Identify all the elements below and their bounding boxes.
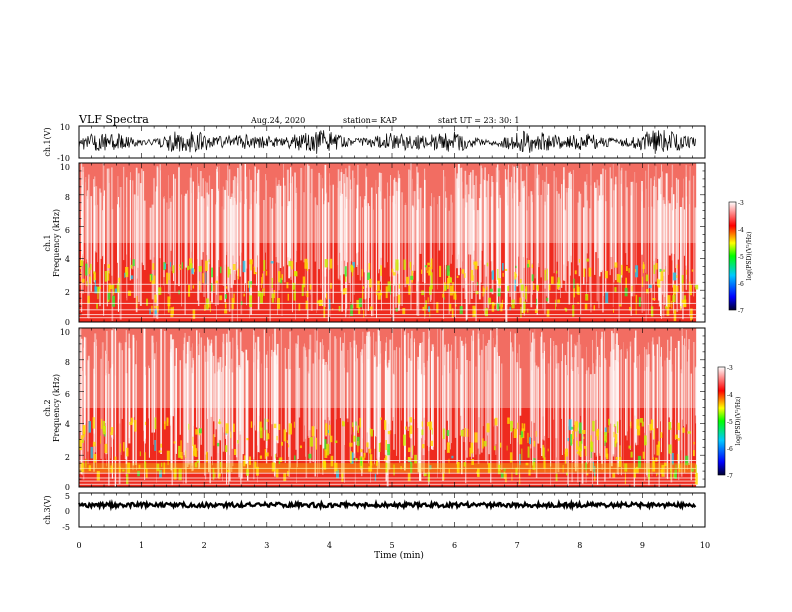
time-tick-7: 7: [515, 541, 520, 550]
ch1-spectrogram-panel: 0 2 4 6 8 10 ch.1 Frequency (kHz): [43, 162, 706, 327]
ch1-spectrogram-image: [79, 163, 699, 322]
ch1-ytick-0: 0: [65, 318, 70, 327]
ch1-cbar-tick-5: -5: [738, 254, 744, 261]
time-tick-8: 8: [577, 541, 582, 550]
ch1-colorbar-gradient: [728, 201, 737, 311]
date-label: Aug.24, 2020: [250, 116, 305, 125]
ch2-ytick-10: 10: [60, 328, 70, 337]
ch1-colorbar: -3 -4 -5 -6 -7 log(PSD)(V²/Hz): [728, 200, 753, 315]
ch1-cbar-tick-6: -6: [738, 281, 744, 288]
ch2-colorbar: -3 -4 -5 -6 -7 log(PSD)(V²/Hz): [717, 365, 742, 480]
time-tick-9: 9: [640, 541, 645, 550]
ch1-cbar-tick-4: -4: [738, 227, 744, 234]
ch2-spectrogram-image: [79, 328, 698, 487]
ch2-cbar-tick-6: -6: [727, 446, 733, 453]
ch1-waveform-line: [78, 130, 696, 154]
ch2-spectrogram-ylabel: ch.2: [43, 399, 52, 416]
ch3-waveform-line: [77, 498, 697, 512]
ch2-cbar-tick-3: -3: [727, 365, 733, 372]
ch1-waveform-ylabel: ch.1(V): [43, 127, 52, 156]
ch1-cbar-tick-7: -7: [738, 308, 744, 315]
ch2-cbar-tick-7: -7: [727, 473, 733, 480]
time-tick-4: 4: [327, 541, 332, 550]
ch3-waveform-frame: [78, 492, 706, 528]
ch2-ytick-4: 4: [65, 420, 70, 429]
ch1-waveform-panel: 10 -10 ch.1(V): [43, 123, 706, 163]
ch1-frequency-ylabel: Frequency (kHz): [52, 209, 61, 277]
ch2-ytick-2: 2: [65, 453, 70, 462]
ch1-ytick-bottom: -10: [57, 154, 70, 163]
ch1-ytick-4: 4: [65, 255, 70, 264]
axis-ticks: [78, 126, 706, 527]
ch2-colorbar-label: log(PSD)(V²/Hz): [735, 397, 742, 446]
ch3-ytick-5: 5: [65, 492, 70, 501]
ch2-ytick-0: 0: [65, 483, 70, 492]
ch1-cbar-tick-3: -3: [738, 200, 744, 207]
ch2-ytick-8: 8: [65, 358, 70, 367]
time-tick-3: 3: [264, 541, 269, 550]
ch3-waveform-ylabel: ch.3(V): [43, 495, 52, 524]
time-axis: 0 1 2 3 4 5 6 7 8 9 10: [76, 541, 710, 550]
time-tick-1: 1: [139, 541, 144, 550]
ch1-ytick-2: 2: [65, 288, 70, 297]
time-tick-10: 10: [700, 541, 710, 550]
ch3-ytick-0: 0: [65, 507, 70, 516]
ch2-cbar-tick-5: -5: [727, 419, 733, 426]
ch1-ytick-8: 8: [65, 193, 70, 202]
ch3-waveform-panel: 5 0 -5 ch.3(V): [43, 492, 706, 532]
figure-title: VLF Spectra: [78, 113, 149, 126]
time-tick-2: 2: [202, 541, 207, 550]
ch1-ytick-10: 10: [60, 163, 70, 172]
station-label: station= KAP: [343, 116, 398, 125]
ch2-frequency-ylabel: Frequency (kHz): [52, 374, 61, 442]
time-tick-5: 5: [389, 541, 394, 550]
ch2-colorbar-gradient: [717, 366, 726, 476]
time-tick-0: 0: [76, 541, 81, 550]
ch2-cbar-tick-4: -4: [727, 392, 733, 399]
time-tick-6: 6: [452, 541, 457, 550]
start-ut-label: start UT = 23: 30: 1: [438, 116, 519, 125]
time-axis-label: Time (min): [374, 550, 424, 561]
ch2-ytick-6: 6: [65, 390, 70, 399]
ch1-colorbar-label: log(PSD)(V²/Hz): [746, 232, 753, 281]
ch1-ytick-6: 6: [65, 226, 70, 235]
ch2-spectrogram-panel: 0 2 4 6 8 10 ch.2 Frequency (kHz): [43, 327, 706, 492]
ch1-spectrogram-ylabel: ch.1: [43, 234, 52, 251]
ch3-ytick-neg5: -5: [62, 523, 70, 532]
ch1-ytick-top: 10: [60, 123, 70, 132]
